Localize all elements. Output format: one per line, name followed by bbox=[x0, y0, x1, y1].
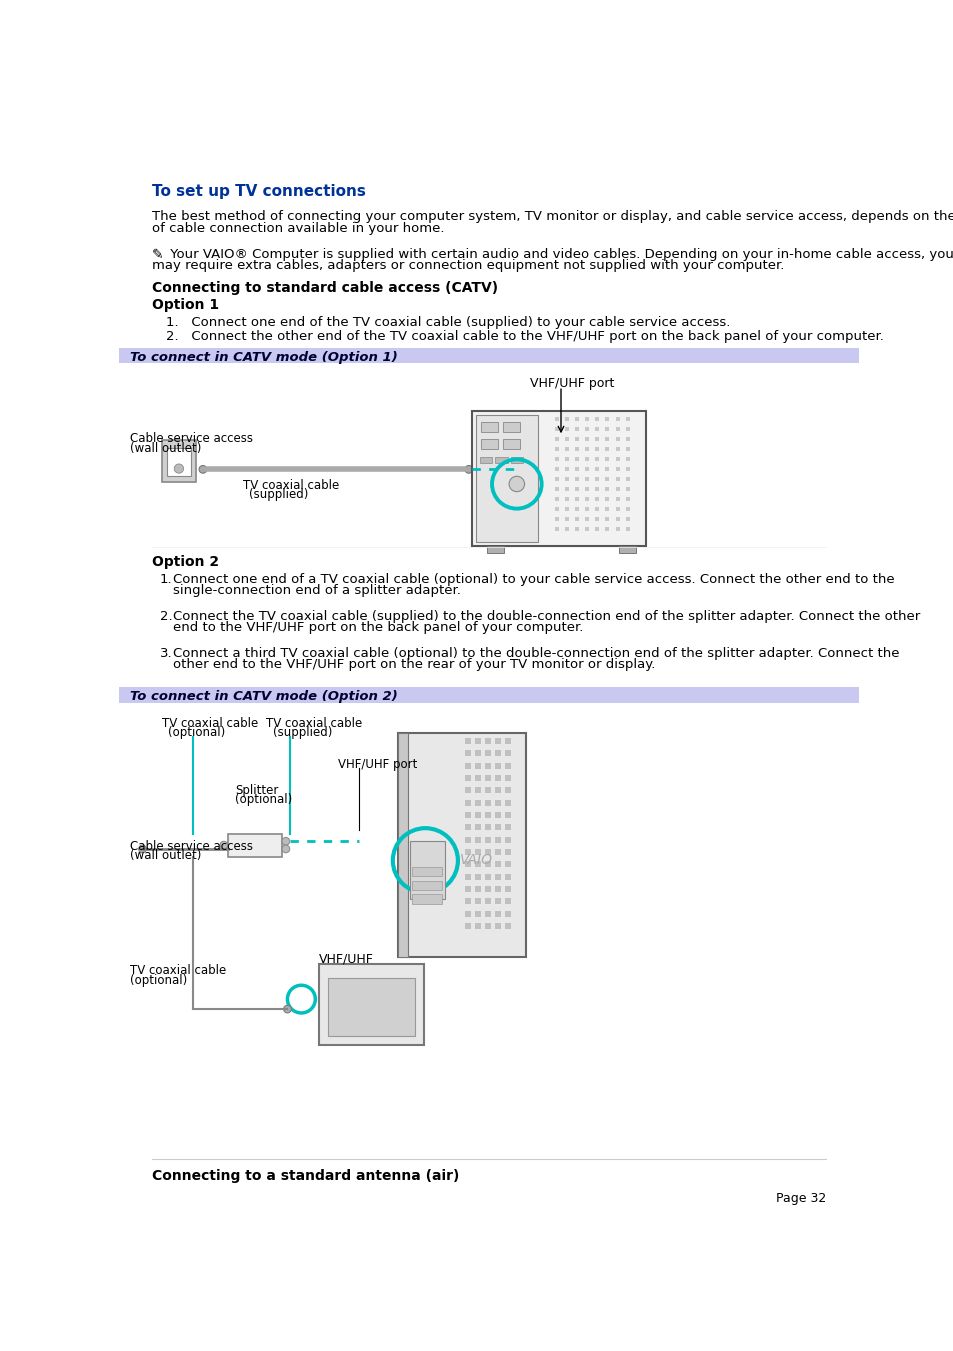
Bar bbox=[502, 422, 519, 432]
Bar bbox=[397, 734, 407, 957]
Text: 3.: 3. bbox=[159, 647, 172, 661]
Text: (optional): (optional) bbox=[130, 974, 187, 986]
Bar bbox=[412, 881, 441, 890]
Circle shape bbox=[138, 846, 146, 852]
Bar bbox=[119, 688, 858, 703]
Text: (wall outlet): (wall outlet) bbox=[130, 848, 201, 862]
Text: may require extra cables, adapters or connection equipment not supplied with you: may require extra cables, adapters or co… bbox=[152, 259, 783, 272]
Text: To connect in CATV mode (Option 1): To connect in CATV mode (Option 1) bbox=[130, 351, 397, 363]
Text: To connect in CATV mode (Option 2): To connect in CATV mode (Option 2) bbox=[130, 690, 397, 704]
Text: Connect one end of a TV coaxial cable (optional) to your cable service access. C: Connect one end of a TV coaxial cable (o… bbox=[173, 573, 894, 586]
Text: end to the VHF/UHF port on the back panel of your computer.: end to the VHF/UHF port on the back pane… bbox=[173, 621, 583, 634]
Text: single-connection end of a splitter adapter.: single-connection end of a splitter adap… bbox=[173, 584, 461, 597]
Circle shape bbox=[282, 838, 290, 846]
Circle shape bbox=[199, 466, 207, 473]
Bar bbox=[479, 457, 492, 463]
Text: Page 32: Page 32 bbox=[775, 1193, 825, 1205]
Text: other end to the VHF/UHF port on the rear of your TV monitor or display.: other end to the VHF/UHF port on the rea… bbox=[173, 658, 656, 671]
Text: Splitter: Splitter bbox=[235, 784, 278, 797]
Text: VAIO: VAIO bbox=[459, 852, 493, 867]
Bar bbox=[502, 439, 519, 450]
Text: (wall outlet): (wall outlet) bbox=[130, 442, 201, 455]
Bar bbox=[167, 447, 191, 476]
Circle shape bbox=[283, 1005, 291, 1013]
Circle shape bbox=[174, 463, 183, 473]
Text: (optional): (optional) bbox=[235, 793, 293, 805]
Text: (supplied): (supplied) bbox=[249, 488, 308, 501]
Text: TV coaxial cable: TV coaxial cable bbox=[243, 478, 339, 492]
Text: VHF/UHF port: VHF/UHF port bbox=[337, 758, 416, 771]
Bar bbox=[412, 867, 441, 875]
Text: TV coaxial cable: TV coaxial cable bbox=[162, 716, 258, 730]
Text: TV coaxial cable: TV coaxial cable bbox=[130, 965, 226, 978]
Text: of cable connection available in your home.: of cable connection available in your ho… bbox=[152, 222, 444, 235]
Bar bbox=[119, 347, 858, 363]
Bar bbox=[328, 978, 415, 1036]
Bar bbox=[495, 457, 507, 463]
Bar bbox=[510, 457, 522, 463]
Text: TV coaxial cable: TV coaxial cable bbox=[266, 716, 362, 730]
Bar bbox=[476, 415, 537, 542]
Text: Connect the TV coaxial cable (supplied) to the double-connection end of the spli: Connect the TV coaxial cable (supplied) … bbox=[173, 611, 920, 623]
Text: 2.: 2. bbox=[159, 611, 172, 623]
Text: 2.   Connect the other end of the TV coaxial cable to the VHF/UHF port on the ba: 2. Connect the other end of the TV coaxi… bbox=[166, 330, 882, 343]
Text: To set up TV connections: To set up TV connections bbox=[152, 184, 365, 199]
Text: Connecting to standard cable access (CATV): Connecting to standard cable access (CAT… bbox=[152, 281, 497, 296]
Bar bbox=[397, 734, 525, 957]
Circle shape bbox=[509, 477, 524, 492]
Text: Option 1: Option 1 bbox=[152, 299, 218, 312]
Text: Option 2: Option 2 bbox=[152, 555, 218, 569]
Text: Connecting to a standard antenna (air): Connecting to a standard antenna (air) bbox=[152, 1169, 458, 1183]
Bar bbox=[480, 422, 497, 432]
Text: VHF/UHF port: VHF/UHF port bbox=[530, 377, 614, 390]
Text: 1.   Connect one end of the TV coaxial cable (supplied) to your cable service ac: 1. Connect one end of the TV coaxial cab… bbox=[166, 316, 729, 330]
Text: (optional): (optional) bbox=[168, 725, 225, 739]
Text: (supplied): (supplied) bbox=[273, 725, 332, 739]
Circle shape bbox=[282, 846, 290, 852]
Text: The best method of connecting your computer system, TV monitor or display, and c: The best method of connecting your compu… bbox=[152, 209, 953, 223]
Circle shape bbox=[464, 466, 472, 473]
Text: Cable service access: Cable service access bbox=[130, 432, 253, 446]
Bar bbox=[228, 834, 282, 857]
Text: Your VAIO® Computer is supplied with certain audio and video cables. Depending o: Your VAIO® Computer is supplied with cer… bbox=[166, 249, 953, 261]
Text: Cable service access: Cable service access bbox=[130, 840, 253, 852]
Text: 1.: 1. bbox=[159, 573, 172, 586]
Text: ✎: ✎ bbox=[152, 249, 163, 262]
Bar bbox=[618, 546, 636, 554]
Text: Connect a third TV coaxial cable (optional) to the double-connection end of the : Connect a third TV coaxial cable (option… bbox=[173, 647, 899, 661]
Bar bbox=[487, 546, 504, 554]
Circle shape bbox=[220, 842, 228, 848]
Bar bbox=[472, 411, 645, 546]
Bar bbox=[480, 439, 497, 450]
Bar bbox=[319, 965, 423, 1046]
Bar bbox=[162, 440, 195, 482]
Bar bbox=[410, 842, 444, 898]
Bar bbox=[412, 894, 441, 904]
Text: VHF/UHF: VHF/UHF bbox=[319, 952, 374, 966]
